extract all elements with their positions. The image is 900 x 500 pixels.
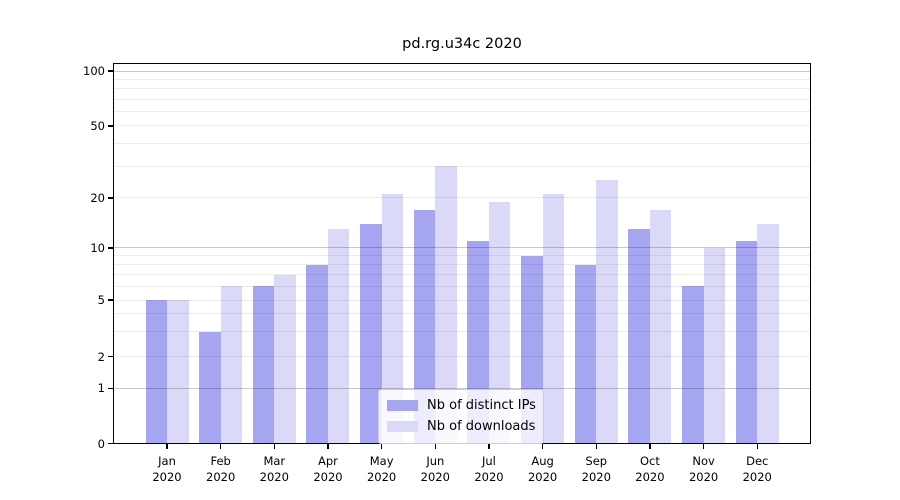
y-tick-mark	[108, 442, 113, 445]
gridline-minor	[113, 313, 811, 315]
y-axis-tick-label: 2	[97, 349, 105, 364]
x-tick-mark	[220, 443, 222, 449]
x-tick-mark	[756, 443, 758, 449]
chart-title: pd.rg.u34c 2020	[402, 36, 522, 52]
x-tick-mark	[273, 443, 275, 449]
gridline-minor	[113, 197, 811, 199]
legend-item: Nb of downloads	[387, 416, 535, 437]
x-axis-tick-label: Apr 2020	[313, 453, 343, 485]
y-tick-mark	[108, 197, 113, 199]
gridline-minor	[113, 356, 811, 358]
bar-downloads	[220, 286, 243, 444]
bar-distinct-ips	[735, 241, 758, 444]
y-tick-mark	[108, 299, 113, 301]
x-axis-tick-label: Jun 2020	[420, 453, 450, 485]
y-axis-tick-label: 20	[90, 190, 105, 205]
gridline-minor	[113, 274, 811, 276]
gridline-minor	[113, 255, 811, 257]
y-tick-mark	[108, 247, 113, 249]
bar-downloads	[703, 247, 726, 444]
x-tick-mark	[595, 443, 597, 449]
x-tick-mark	[702, 443, 705, 449]
gridline-minor	[113, 285, 811, 287]
gridline-minor	[113, 331, 811, 333]
x-tick-mark	[541, 443, 544, 449]
bar-downloads	[167, 300, 189, 444]
bar-downloads	[757, 223, 779, 444]
bar-downloads	[596, 180, 618, 444]
x-axis-tick-label: Dec 2020	[742, 453, 772, 485]
gridline-major	[113, 70, 811, 72]
x-tick-mark	[327, 443, 329, 449]
bar-distinct-ips	[574, 264, 597, 444]
bar-downloads	[435, 166, 457, 444]
gridline-minor	[113, 88, 811, 90]
x-axis-tick-label: Nov 2020	[688, 453, 719, 485]
gridline-minor	[113, 165, 811, 167]
gridline-minor	[113, 98, 811, 100]
gridline-minor	[113, 125, 811, 127]
y-tick-mark	[108, 356, 113, 358]
bar-distinct-ips	[628, 229, 650, 444]
bar-distinct-ips	[413, 209, 436, 444]
bar-downloads	[542, 194, 565, 444]
x-axis-tick-label: Aug 2020	[527, 453, 558, 485]
legend-label: Nb of distinct IPs	[427, 398, 536, 413]
x-tick-mark	[649, 443, 651, 449]
x-tick-mark	[166, 443, 168, 449]
bar-distinct-ips	[360, 223, 382, 444]
y-axis-tick-label: 10	[90, 240, 105, 255]
legend-label: Nb of downloads	[427, 419, 536, 434]
bar-downloads	[381, 194, 404, 444]
y-tick-mark	[108, 387, 113, 389]
gridline-minor	[113, 143, 811, 145]
bar-downloads	[327, 229, 350, 444]
legend-item: Nb of distinct IPs	[387, 395, 536, 416]
x-tick-mark	[488, 443, 490, 449]
x-axis-tick-label: Mar 2020	[259, 453, 289, 485]
bar-downloads	[488, 201, 511, 444]
gridline-minor	[113, 111, 811, 113]
gridline-minor	[113, 78, 811, 80]
x-tick-mark	[380, 443, 383, 449]
legend-swatch	[387, 421, 418, 432]
x-tick-mark	[434, 443, 436, 449]
bar-downloads	[274, 274, 296, 444]
gridline-minor	[113, 264, 811, 266]
x-axis-tick-label: Sep 2020	[581, 453, 611, 485]
y-axis-tick-label: 100	[83, 64, 105, 78]
bar-distinct-ips	[145, 300, 167, 444]
x-axis-tick-label: Jan 2020	[152, 453, 182, 485]
y-tick-mark	[108, 70, 113, 72]
bar-distinct-ips	[199, 331, 221, 444]
bar-distinct-ips	[682, 286, 704, 444]
gridline-minor	[113, 299, 811, 301]
gridline-major	[113, 387, 811, 389]
y-axis-tick-label: 0	[97, 436, 105, 451]
bar-downloads	[649, 209, 672, 444]
y-axis-tick-label: 5	[97, 293, 105, 307]
y-axis-tick-label: 50	[90, 118, 105, 133]
x-axis-tick-label: May 2020	[366, 453, 397, 485]
legend-swatch	[387, 400, 418, 411]
gridline-major	[113, 247, 811, 249]
y-tick-mark	[108, 125, 113, 127]
bar-distinct-ips	[306, 264, 328, 444]
y-axis-tick-label: 1	[97, 381, 105, 396]
x-axis-tick-label: Feb 2020	[206, 453, 236, 485]
x-axis-tick-label: Oct 2020	[635, 453, 665, 485]
x-axis-tick-label: Jul 2020	[474, 453, 504, 485]
bar-distinct-ips	[252, 286, 275, 444]
legend: Nb of distinct IPs Nb of downloads	[378, 389, 544, 444]
